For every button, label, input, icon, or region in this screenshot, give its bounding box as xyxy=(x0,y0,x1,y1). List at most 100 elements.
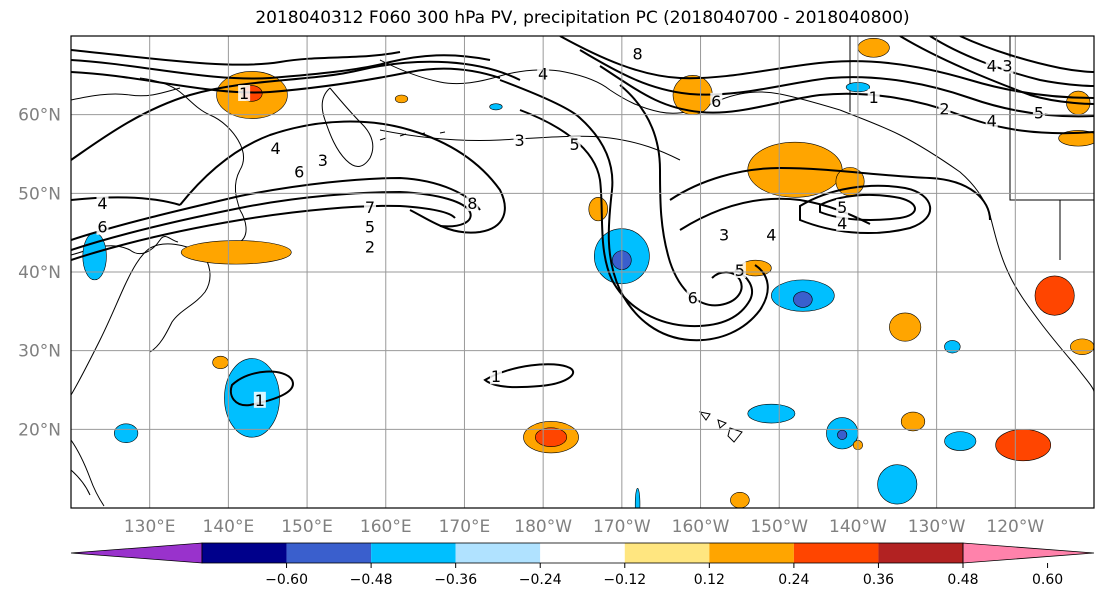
precip-blob xyxy=(944,340,961,354)
precip-blob xyxy=(995,429,1052,462)
pv-contour-label: 3 xyxy=(719,226,729,245)
pv-contour-label: 1 xyxy=(491,367,501,386)
pv-label-bg xyxy=(364,218,377,235)
colorbar-segment xyxy=(540,543,625,563)
pv-label-bg xyxy=(269,140,282,157)
precip-blob xyxy=(224,358,280,438)
pv-label-bg xyxy=(568,136,581,153)
pv-contour-label: 3 xyxy=(1002,56,1012,75)
pv-label-bg xyxy=(631,45,644,62)
lon-tick-label: 170°E xyxy=(439,517,491,537)
precip-blob xyxy=(944,431,977,451)
pv-contour-label: 1 xyxy=(239,84,249,103)
precip-blob xyxy=(634,488,641,508)
gridlines xyxy=(71,36,1094,508)
pv-label-bg xyxy=(238,85,251,101)
pv-label-bg xyxy=(718,226,731,243)
pv-contour-label: 5 xyxy=(735,261,745,280)
precip-blob xyxy=(877,464,918,505)
colorbar-tick-label: 0.12 xyxy=(694,572,725,588)
pv-label-bg xyxy=(985,112,998,129)
colorbar-tick-label: −0.48 xyxy=(350,572,393,588)
colorbar-tick-label: −0.36 xyxy=(434,572,477,588)
pv-label-bg xyxy=(1032,104,1045,121)
lon-tick-label: 130°W xyxy=(908,517,966,537)
lon-tick-label: 150°W xyxy=(750,517,808,537)
precip-blob xyxy=(489,103,503,111)
pv-contour-label: 5 xyxy=(1034,104,1044,123)
lon-tick-label: 150°E xyxy=(281,517,333,537)
colorbar-tick-label: −0.24 xyxy=(519,572,562,588)
pv-label-bg xyxy=(466,195,479,212)
pv-label-bg xyxy=(686,289,699,306)
colorbar xyxy=(70,542,1095,564)
pv-contour-label: 6 xyxy=(97,218,107,237)
lat-tick-label: 30°N xyxy=(18,342,61,362)
pv-contour-label: 3 xyxy=(514,131,524,150)
precip-blob xyxy=(394,94,409,104)
pv-contours xyxy=(71,36,1094,407)
pv-label-bg xyxy=(513,132,526,149)
lon-tick-label: 160°E xyxy=(360,517,412,537)
pv-label-bg xyxy=(316,151,329,168)
pv-label-bg xyxy=(96,218,109,235)
chart-title: 2018040312 F060 300 hPa PV, precipitatio… xyxy=(255,8,910,28)
colorbar-segment xyxy=(878,543,963,563)
colorbar-tick-label: 0.36 xyxy=(863,572,894,588)
pv-label-bg xyxy=(710,92,723,109)
map-frame xyxy=(70,35,1095,509)
pv-contour-label: 6 xyxy=(688,289,698,308)
colorbar-segment xyxy=(624,543,710,563)
lon-tick-label: 120°W xyxy=(986,517,1044,537)
pv-label-bg xyxy=(733,262,746,278)
precip-blob xyxy=(747,403,796,424)
pv-contour-label: 5 xyxy=(365,218,375,237)
pv-label-bg xyxy=(364,199,377,216)
pv-label-bg xyxy=(765,226,778,243)
pv-contour-label: 3 xyxy=(318,151,328,170)
pv-label-bg xyxy=(867,88,880,105)
pv-contour-label: 6 xyxy=(711,92,721,111)
lon-tick-label: 180°W xyxy=(514,517,572,537)
pv-label-bg xyxy=(293,163,306,180)
pv-contour-label: 4 xyxy=(271,139,281,158)
colorbar-segment xyxy=(709,543,794,563)
pv-label-bg xyxy=(985,57,998,74)
pv-label-bg xyxy=(836,199,849,216)
precip-blob xyxy=(857,38,890,58)
lon-tick-label: 140°E xyxy=(203,517,255,537)
pv-contour-label: 1 xyxy=(255,391,265,410)
precip-blob xyxy=(588,196,608,222)
pv-contour-label: 8 xyxy=(467,194,477,213)
precip-blob xyxy=(212,355,229,370)
pv-contour-label: 4 xyxy=(97,194,107,213)
pv-contour-label: 4 xyxy=(987,112,997,131)
colorbar-tick-label: 0.48 xyxy=(947,572,978,588)
pv-label-bg xyxy=(1001,57,1014,74)
precip-blob xyxy=(900,411,926,432)
pv-contour-label: 6 xyxy=(294,163,304,182)
pv-contour-label: 2 xyxy=(365,237,375,256)
lon-tick-label: 130°E xyxy=(124,517,176,537)
precip-blob xyxy=(534,427,568,447)
colorbar-segment xyxy=(202,543,287,563)
colorbar-extend-low xyxy=(70,542,203,564)
colorbar-tick-label: 0.60 xyxy=(1032,572,1063,588)
pv-contour-label: 4 xyxy=(987,56,997,75)
lon-tick-label: 170°W xyxy=(593,517,651,537)
longitude-labels: 130°E 140°E 150°E 160°E 170°E 180°W 170°W 160°W… xyxy=(124,517,1045,537)
pv-contour-label: 4 xyxy=(837,214,847,233)
pv-contour-label: 5 xyxy=(570,135,580,154)
colorbar-labels: −0.60 −0.48 −0.36 −0.24 −0.12 0.12 0.24 0.36 0.4… xyxy=(265,563,1063,588)
lat-tick-label: 60°N xyxy=(18,106,61,126)
lat-tick-label: 50°N xyxy=(18,184,61,204)
pv-contour-label: 1 xyxy=(869,88,879,107)
colorbar-extend-high xyxy=(962,542,1095,564)
precip-blob xyxy=(180,240,292,265)
pv-label-bg xyxy=(364,238,377,255)
precip-blob xyxy=(889,312,922,342)
pv-label-bg xyxy=(96,195,109,212)
